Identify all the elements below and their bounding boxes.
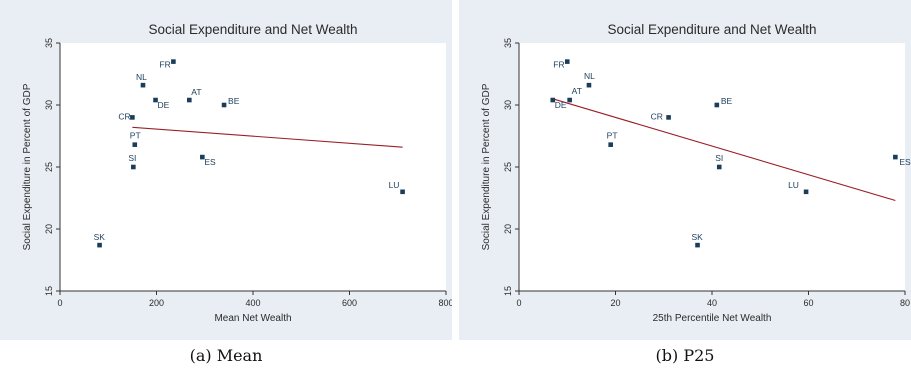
y-tick-label: 30 [44,100,54,110]
fit-line [552,98,896,202]
y-tick-label: 15 [503,286,513,296]
point-label-sk: SK [692,232,704,242]
x-tick-label: 600 [342,298,357,308]
data-point-be [221,102,227,108]
data-point-de [153,97,158,103]
x-tick-label: 40 [707,298,717,308]
data-point-es [893,154,898,160]
plot-area [519,43,905,291]
y-tick-label: 35 [503,38,513,48]
data-point-cr [666,115,671,120]
data-point-pt [608,142,613,147]
data-point-es [200,154,205,160]
y-tick-label: 25 [44,162,54,172]
point-label-de: DE [158,100,170,110]
point-label-sk: SK [94,232,106,242]
chart-title: Social Expenditure and Net Wealth [148,22,357,37]
chart-panel-b: Social Expenditure and Net Wealth 15 20 25 3… [459,0,911,376]
data-point-fr [564,59,570,64]
point-label-pt: PT [607,131,618,141]
y-tick-label: 20 [503,224,513,234]
x-tick-label: 0 [57,298,62,308]
y-axis-label: Social Expenditure in Percent of GDP [22,83,33,250]
point-label-at: AT [191,87,201,97]
scatter-chart-mean: Social Expenditure and Net Wealth 15 20 25 3… [0,0,452,340]
point-label-nl: NL [584,71,595,81]
y-tick-label: 35 [44,38,54,48]
y-tick-label: 15 [44,286,54,296]
x-tick-label: 80 [900,298,910,308]
data-point-lu [803,189,809,195]
data-point-nl [586,82,592,88]
point-label-es: ES [899,157,911,167]
data-point-be [714,102,720,108]
point-label-fr: FR [553,60,564,70]
data-point-at [567,97,572,103]
x-tick-label: 0 [516,298,521,308]
y-tick-label: 25 [503,162,513,172]
y-axis-label: Social Expenditure in Percent of GDP [481,83,492,250]
chart-panel-a: Social Expenditure and Net Wealth 15 20 25 3… [0,0,452,376]
data-point-fr [171,59,176,64]
data-point-nl [140,82,146,88]
point-label-si: SI [128,153,136,163]
plot-area [60,43,446,291]
data-point-sk [97,242,102,248]
x-tick-label: 20 [610,298,620,308]
point-label-be: BE [721,96,733,106]
x-tick-label: 200 [149,298,164,308]
data-point-lu [400,189,405,195]
caption-a: (a) Mean [189,346,263,365]
data-point-de [550,97,556,103]
y-tick-label: 30 [503,100,513,110]
data-point-at [187,97,192,103]
point-label-nl: NL [136,72,147,82]
data-point-pt [132,142,138,147]
data-point-cr [130,115,135,120]
data-point-si [716,164,722,170]
fit-line [132,126,403,148]
x-tick-label: 60 [803,298,813,308]
data-point-si [131,164,136,170]
point-label-be: BE [228,96,240,106]
point-label-lu: LU [788,180,799,190]
point-label-si: SI [715,153,723,163]
y-tick-label: 20 [44,224,54,234]
point-label-lu: LU [389,180,400,190]
point-label-es: ES [204,157,216,167]
data-point-sk [695,242,700,248]
chart-title: Social Expenditure and Net Wealth [607,22,816,37]
x-axis-label: Mean Net Wealth [214,313,291,324]
x-tick-label: 400 [245,298,260,308]
caption-b: (b) P25 [655,346,715,365]
point-label-fr: FR [159,60,170,70]
point-label-at: AT [572,86,582,96]
point-label-cr: CR [118,111,130,121]
scatter-chart-p25: Social Expenditure and Net Wealth 15 20 25 3… [459,0,911,340]
point-label-pt: PT [130,131,141,141]
point-label-de: DE [555,100,567,110]
point-label-cr: CR [651,111,663,121]
x-axis-label: 25th Percentile Net Wealth [653,313,772,324]
x-tick-label: 800 [438,298,452,308]
